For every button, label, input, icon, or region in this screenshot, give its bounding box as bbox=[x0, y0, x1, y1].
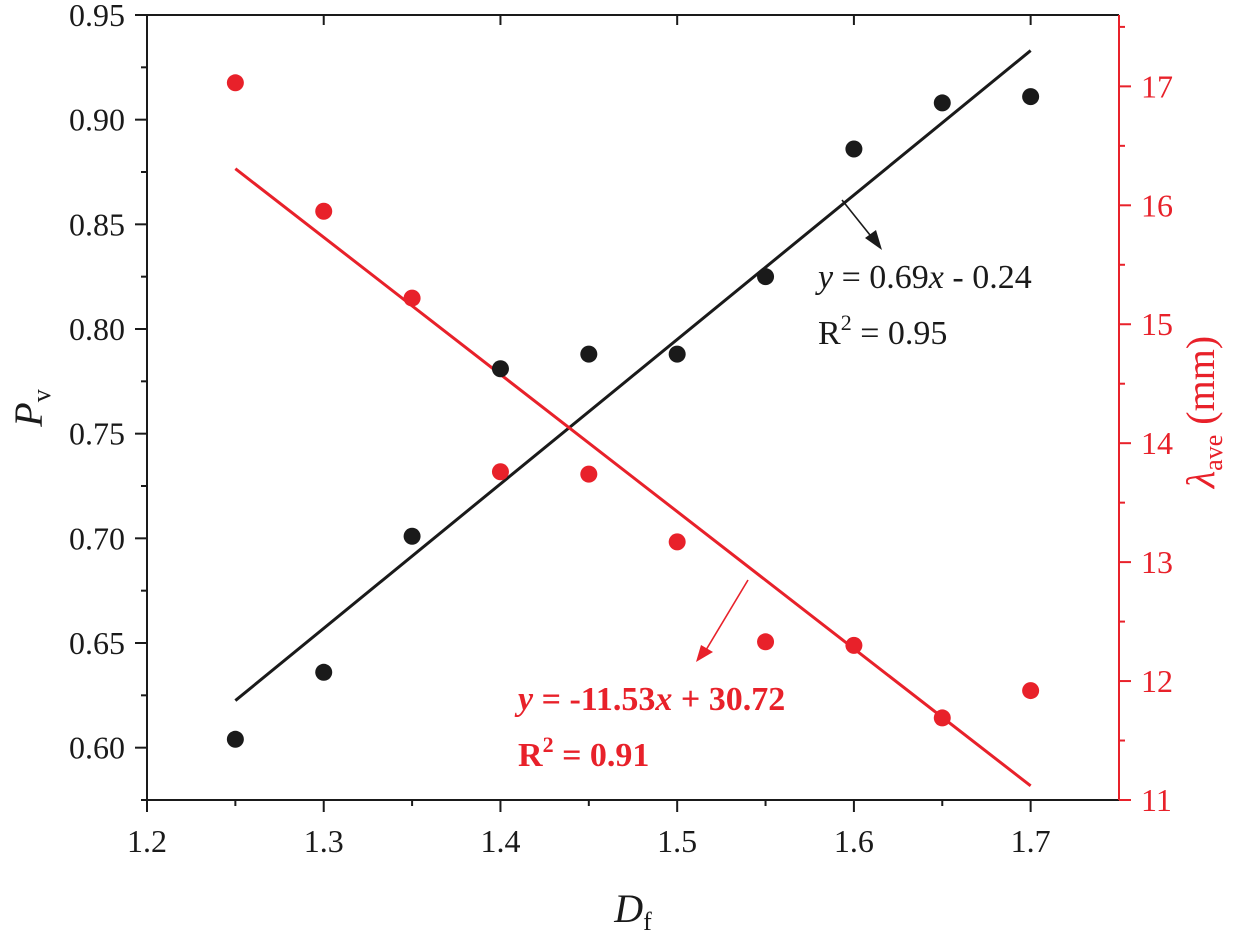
right-y-tick-label: 15 bbox=[1141, 306, 1173, 342]
black-fit-r2: R2 = 0.95 bbox=[818, 310, 947, 352]
black-r2-value: = 0.95 bbox=[852, 315, 948, 352]
red-data-point bbox=[933, 709, 951, 727]
black-data-point bbox=[226, 730, 244, 748]
right-y-tick-label: 17 bbox=[1141, 68, 1173, 104]
red-data-point bbox=[845, 636, 863, 654]
red-data-point bbox=[226, 74, 244, 92]
red-data-point bbox=[491, 463, 509, 481]
right-y-tick-label: 14 bbox=[1141, 425, 1173, 461]
red-r2-R: R bbox=[518, 737, 543, 774]
red-data-point bbox=[403, 289, 421, 307]
right-y-axis-title-sub: ave bbox=[1199, 435, 1228, 471]
black-eq-mid: = 0.69 bbox=[833, 259, 929, 296]
black-data-point bbox=[933, 94, 951, 112]
right-y-axis-title: λave (mm) bbox=[1178, 336, 1228, 489]
right-y-tick-label: 13 bbox=[1141, 544, 1173, 580]
right-y-axis-title-main: λ bbox=[1178, 471, 1223, 489]
black-fit-line bbox=[234, 49, 1032, 702]
black-data-point bbox=[668, 345, 686, 363]
black-annotation-arrow bbox=[841, 199, 875, 241]
x-tick-label: 1.2 bbox=[127, 823, 167, 859]
left-y-tick-label: 0.60 bbox=[69, 730, 125, 766]
red-data-point bbox=[315, 202, 333, 220]
x-axis-title-sub: f bbox=[643, 907, 652, 934]
left-y-tick-label: 0.85 bbox=[69, 206, 125, 242]
black-eq-y: y bbox=[815, 259, 834, 296]
black-data-point bbox=[315, 663, 333, 681]
left-y-axis-title-main: P bbox=[6, 402, 51, 427]
x-tick-label: 1.4 bbox=[480, 823, 520, 859]
right-y-tick-label: 11 bbox=[1141, 782, 1172, 818]
right-y-axis-title-unit: (mm) bbox=[1178, 336, 1223, 435]
left-y-tick-label: 0.65 bbox=[69, 625, 125, 661]
x-tick-label: 1.3 bbox=[304, 823, 344, 859]
red-annotation-arrow bbox=[705, 579, 749, 651]
red-data-point bbox=[1022, 682, 1040, 700]
black-r2-exp: 2 bbox=[841, 310, 852, 335]
red-data-point bbox=[757, 633, 775, 651]
x-tick-label: 1.7 bbox=[1011, 823, 1051, 859]
black-annotation-arrowhead bbox=[865, 230, 882, 250]
black-eq-x: x bbox=[928, 259, 944, 296]
black-data-point bbox=[403, 527, 421, 545]
left-y-tick-label: 0.90 bbox=[69, 102, 125, 138]
x-tick-label: 1.5 bbox=[657, 823, 697, 859]
x-tick-label: 1.6 bbox=[834, 823, 874, 859]
red-eq-y: y bbox=[514, 681, 534, 718]
black-data-point bbox=[580, 345, 598, 363]
red-data-point bbox=[668, 533, 686, 551]
left-y-tick-label: 0.95 bbox=[69, 0, 125, 33]
left-y-tick-label: 0.75 bbox=[69, 416, 125, 452]
red-fit-r2: R2 = 0.91 bbox=[518, 732, 649, 774]
red-r2-exp: 2 bbox=[543, 732, 554, 757]
red-eq-x: x bbox=[654, 681, 672, 718]
left-y-tick-label: 0.80 bbox=[69, 311, 125, 347]
x-axis-title-main: D bbox=[613, 886, 643, 931]
left-y-tick-label: 0.70 bbox=[69, 520, 125, 556]
right-y-tick-label: 12 bbox=[1141, 663, 1173, 699]
black-fit-equation: y = 0.69x - 0.24 bbox=[815, 259, 1032, 296]
black-data-point bbox=[491, 360, 509, 378]
red-annotation-arrowhead bbox=[696, 645, 713, 662]
left-y-axis-title: Pv bbox=[6, 389, 56, 427]
red-data-point bbox=[580, 465, 598, 483]
x-axis-title: Df bbox=[613, 886, 652, 934]
red-eq-mid: = -11.53 bbox=[533, 681, 655, 718]
black-eq-rest: - 0.24 bbox=[944, 259, 1032, 296]
black-data-point bbox=[757, 268, 775, 286]
black-r2-R: R bbox=[818, 315, 841, 352]
left-y-axis-title-sub: v bbox=[27, 389, 56, 402]
red-r2-value: = 0.91 bbox=[554, 737, 650, 774]
red-eq-rest: + 30.72 bbox=[672, 681, 785, 718]
black-data-point bbox=[1022, 88, 1040, 106]
red-fit-line bbox=[234, 167, 1032, 788]
red-fit-equation: y = -11.53x + 30.72 bbox=[514, 681, 785, 718]
right-y-tick-label: 16 bbox=[1141, 187, 1173, 223]
black-data-point bbox=[845, 140, 863, 158]
